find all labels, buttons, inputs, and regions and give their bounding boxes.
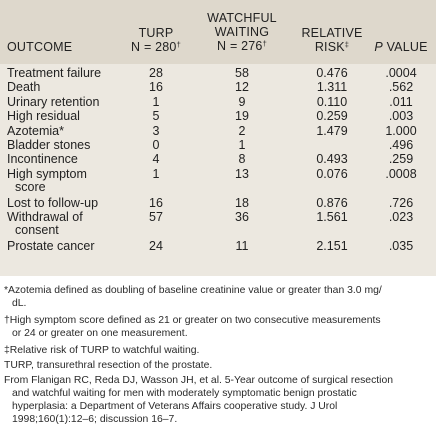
table-header: OUTCOME TURP N = 280† WATCHFUL WAITING N… xyxy=(0,0,436,64)
cell-p-value: .259 xyxy=(388,152,414,167)
cell-p-value: .496 xyxy=(388,138,414,152)
cell-relative-risk: 1.311 xyxy=(316,80,348,95)
cell-relative-risk: 0.076 xyxy=(316,166,348,181)
footnote-symptom-line-2: or 24 or greater on one measurement. xyxy=(12,328,188,339)
header-rr-mark: ‡ xyxy=(344,40,350,49)
cell-turp: 24 xyxy=(149,238,163,253)
header-watchful-waiting: WATCHFUL WAITING N = 276† xyxy=(196,11,288,53)
table-body: Treatment failure 28 58 0.476.0004 Death 16 12… xyxy=(0,64,436,276)
header-turp: TURP N = 280† xyxy=(116,26,196,54)
header-turp-title: TURP xyxy=(138,26,174,40)
header-turp-n: N = 280 xyxy=(131,40,177,54)
header-relative-risk: RELATIVE RISK‡ xyxy=(290,26,374,54)
header-watch-n: N = 276 xyxy=(217,39,263,53)
footnote-source-line-1: From Flanigan RC, Reda DJ, Wasson JH, et… xyxy=(4,375,394,386)
cell-turp: 0 xyxy=(152,138,160,152)
cell-turp: 28 xyxy=(149,66,163,80)
cell-relative-risk: 0.110 xyxy=(316,94,348,109)
footnote-rr-text: ‡Relative risk of TURP to watchful waiti… xyxy=(4,345,200,356)
cell-relative-risk: 2.151 xyxy=(316,238,348,253)
cell-p-value: .011 xyxy=(389,94,413,109)
cell-outcome: Azotemia* xyxy=(7,123,64,138)
cell-outcome: Lost to follow-up xyxy=(7,195,99,210)
header-watch-mark: † xyxy=(262,39,267,48)
cell-relative-risk: 0.476 xyxy=(316,66,348,80)
footnote-azotemia-line-2: dL. xyxy=(12,298,27,309)
header-p-value: P VALUE xyxy=(368,40,434,54)
cell-relative-risk: 1.479 xyxy=(316,123,348,138)
footnote-symptom-score: †High symptom score defined as 21 or gre… xyxy=(4,314,432,340)
header-watch-title-1: WATCHFUL xyxy=(207,11,277,25)
cell-turp: 4 xyxy=(152,152,160,167)
header-p-rest: VALUE xyxy=(382,40,428,54)
footnote-azotemia: *Azotemia defined as doubling of baselin… xyxy=(4,284,432,310)
cell-p-value: 1.000 xyxy=(385,123,417,138)
cell-watchful-waiting: 9 xyxy=(238,94,246,109)
cell-relative-risk: 0.876 xyxy=(316,195,348,210)
cell-relative-risk: 0.493 xyxy=(316,152,348,167)
cell-watchful-waiting: 13 xyxy=(235,166,249,181)
header-outcome-label: OUTCOME xyxy=(7,40,73,54)
cell-p-value: .003 xyxy=(388,109,414,124)
cell-watchful-waiting: 11 xyxy=(235,238,249,253)
cell-watchful-waiting: 1 xyxy=(238,138,246,152)
footnote-source-line-3: hyperplasia: a Department of Veterans Af… xyxy=(12,401,338,412)
footnotes: *Azotemia defined as doubling of baselin… xyxy=(0,284,436,442)
cell-watchful-waiting: 2 xyxy=(238,123,246,138)
footnote-relative-risk: ‡Relative risk of TURP to watchful waiti… xyxy=(4,344,432,357)
cell-watchful-waiting: 36 xyxy=(235,210,249,224)
cell-outcome: Urinary retention xyxy=(7,94,100,109)
cell-outcome: Bladder stones xyxy=(7,138,91,152)
footnote-source-line-2: and watchful waiting for men with modera… xyxy=(12,388,357,399)
cell-watchful-waiting: 8 xyxy=(238,152,246,167)
cell-watchful-waiting: 12 xyxy=(235,80,249,95)
cell-turp: 1 xyxy=(152,166,160,181)
cell-outcome-line-2: consent xyxy=(15,223,59,237)
footnote-abbreviation: TURP, transurethral resection of the pro… xyxy=(4,359,432,372)
cell-watchful-waiting: 19 xyxy=(235,109,249,124)
cell-p-value: .0004 xyxy=(385,66,417,80)
cell-watchful-waiting: 58 xyxy=(235,66,249,80)
footnote-source-line-4: 1998;160(1):12–6; discussion 16–7. xyxy=(12,414,178,425)
header-rr-title-1: RELATIVE xyxy=(301,26,363,40)
cell-turp: 57 xyxy=(149,210,163,224)
cell-outcome-line-2: score xyxy=(15,179,46,194)
cell-outcome-line-1: High symptom xyxy=(7,166,87,181)
cell-relative-risk: 1.561 xyxy=(316,210,348,224)
cell-p-value: .726 xyxy=(388,195,414,210)
header-turp-mark: † xyxy=(176,40,181,49)
cell-relative-risk: 0.259 xyxy=(316,109,348,124)
cell-p-value: .562 xyxy=(388,80,414,95)
footnote-source: From Flanigan RC, Reda DJ, Wasson JH, et… xyxy=(4,374,432,426)
cell-turp: 16 xyxy=(149,80,163,95)
header-p-italic: P xyxy=(374,40,383,54)
footnote-symptom-line-1: †High symptom score defined as 21 or gre… xyxy=(4,315,381,326)
cell-turp: 1 xyxy=(152,94,160,109)
cell-outcome: Prostate cancer xyxy=(7,238,95,253)
cell-p-value: .035 xyxy=(388,238,414,253)
header-watch-title-2: WAITING xyxy=(214,25,270,39)
cell-p-value: .0008 xyxy=(385,166,417,181)
cell-outcome: High residual xyxy=(7,109,80,124)
cell-turp: 5 xyxy=(152,109,160,124)
cell-outcome: Incontinence xyxy=(7,152,78,167)
cell-p-value: .023 xyxy=(388,210,414,224)
cell-watchful-waiting: 18 xyxy=(235,195,249,210)
cell-outcome: Withdrawal of consent xyxy=(7,211,83,237)
cell-outcome: High symptom score xyxy=(7,166,87,194)
cell-outcome: Death xyxy=(7,80,41,95)
cell-outcome-line-1: Withdrawal of xyxy=(7,210,83,224)
cell-turp: 3 xyxy=(152,123,160,138)
footnote-abbrev-text: TURP, transurethral resection of the pro… xyxy=(4,360,213,371)
header-outcome: OUTCOME xyxy=(7,40,72,54)
footnote-azotemia-line-1: *Azotemia defined as doubling of baselin… xyxy=(4,285,382,296)
cell-turp: 16 xyxy=(149,195,163,210)
header-rr-title-2: RISK xyxy=(314,40,345,54)
cell-outcome: Treatment failure xyxy=(7,66,102,80)
